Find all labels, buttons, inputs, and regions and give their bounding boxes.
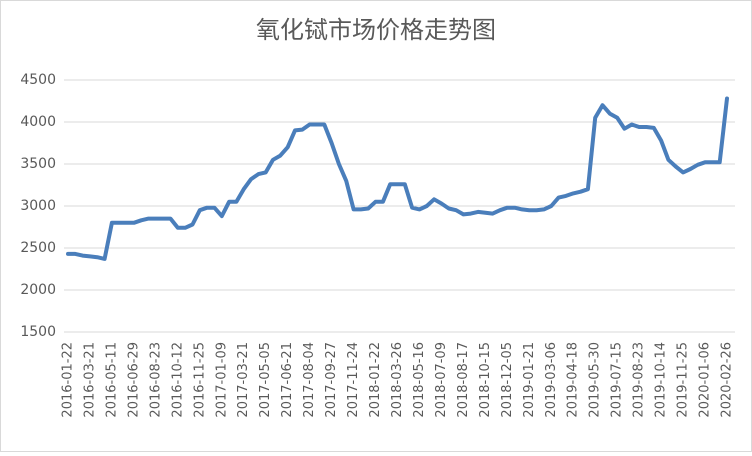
y-tick-label: 2000 [20, 282, 56, 298]
x-tick-label: 2017-09-27 [324, 342, 339, 418]
x-tick-label: 2016-03-21 [82, 342, 97, 418]
x-tick-label: 2017-11-24 [346, 342, 361, 418]
x-tick-label: 2016-08-23 [148, 342, 163, 418]
x-tick-label: 2019-04-18 [566, 342, 581, 418]
x-tick-label: 2017-08-04 [302, 342, 317, 418]
x-tick-label: 2019-01-21 [522, 342, 537, 418]
y-tick-label: 1500 [20, 324, 56, 340]
x-tick-label: 2017-05-05 [258, 342, 273, 418]
x-tick-label: 2016-01-22 [61, 342, 76, 418]
x-tick-label: 2019-05-30 [588, 342, 603, 418]
x-tick-label: 2016-11-25 [192, 342, 207, 418]
y-tick-label: 3500 [20, 156, 56, 172]
x-tick-label: 2019-11-25 [676, 342, 691, 418]
x-tick-label: 2018-08-17 [456, 342, 471, 418]
y-tick-label: 4500 [20, 72, 56, 88]
x-tick-label: 2017-01-09 [214, 342, 229, 418]
x-tick-label: 2018-03-26 [390, 342, 405, 418]
x-tick-label: 2019-03-06 [544, 342, 559, 418]
x-tick-label: 2018-01-22 [368, 342, 383, 418]
x-tick-label: 2017-03-21 [236, 342, 251, 418]
x-tick-label: 2020-02-26 [720, 342, 735, 418]
price-line [66, 96, 729, 261]
x-tick-label: 2019-10-14 [654, 342, 669, 418]
x-tick-label: 2019-08-23 [632, 342, 647, 418]
y-tick-label: 3000 [20, 198, 56, 214]
y-tick-label: 2500 [20, 240, 56, 256]
x-tick-label: 2018-07-09 [434, 342, 449, 418]
x-tick-label: 2017-06-21 [280, 342, 295, 418]
x-tick-label: 2019-07-15 [610, 342, 625, 418]
y-tick-label: 4000 [20, 114, 56, 130]
x-tick-label: 2016-05-11 [104, 342, 119, 418]
x-tick-label: 2018-10-15 [478, 342, 493, 418]
x-tick-label: 2016-06-29 [126, 342, 141, 418]
x-tick-label: 2018-05-16 [412, 342, 427, 418]
x-tick-label: 2016-10-12 [170, 342, 185, 418]
x-tick-label: 2020-01-06 [698, 342, 713, 418]
chart-title: 氧化铽市场价格走势图 [256, 16, 496, 44]
x-tick-label: 2018-12-05 [500, 342, 515, 418]
